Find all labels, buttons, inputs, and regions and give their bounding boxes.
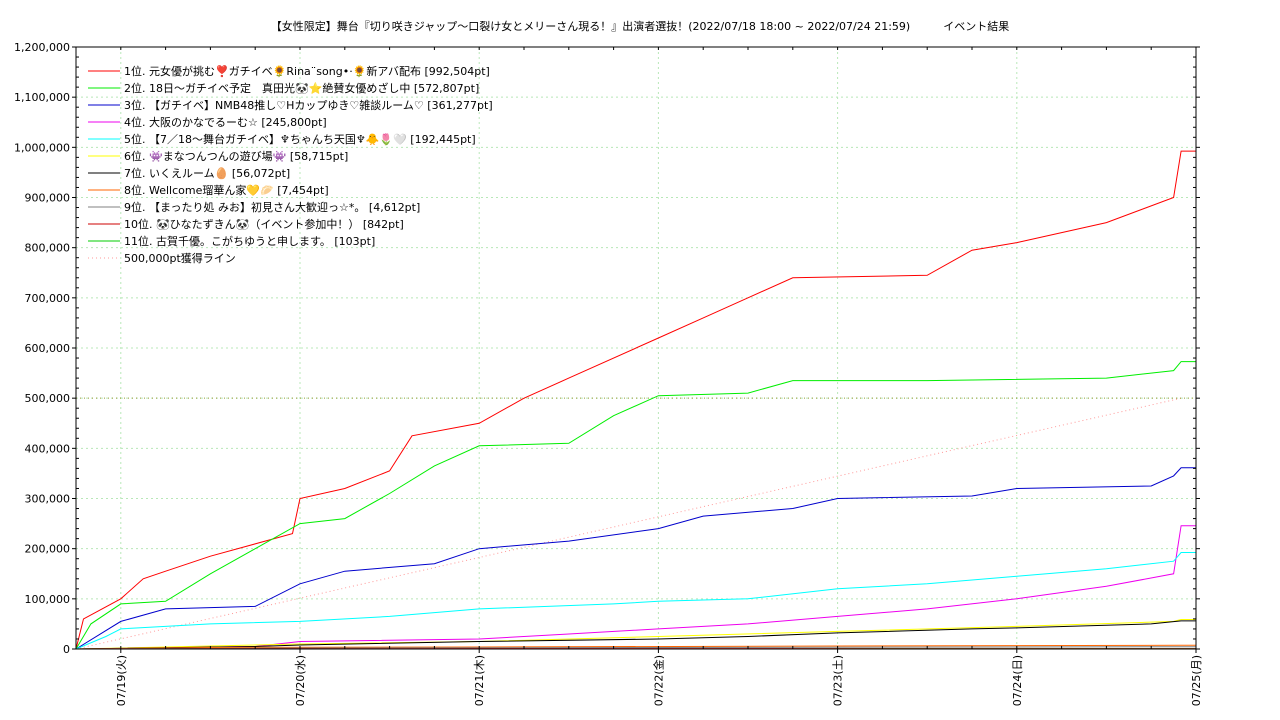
legend-label: 10位. 🐼ひなたずきん🐼（イベント参加中！） [842pt] xyxy=(124,217,404,231)
series-line-1 xyxy=(75,150,1196,650)
y-axis: 0 100,000 200,000 300,000 400,000 500,000 600,… xyxy=(14,41,1200,656)
series-line-5 xyxy=(75,552,1196,650)
x-tick-label: 07/24(日) xyxy=(1011,655,1024,706)
y-tick-label: 1,100,000 xyxy=(14,91,70,104)
y-tick-label: 700,000 xyxy=(25,292,71,305)
legend-label: 11位. 古賀千優。こがちゆうと申します。 [103pt] xyxy=(124,234,375,248)
x-tick-label: 07/19(火) xyxy=(115,655,128,706)
legend-label: 5位. 【7／18〜舞台ガチイベ】♆ちゃんち天国♆🐥🌷🤍 [192,445pt] xyxy=(124,132,476,146)
series-line-6 xyxy=(75,619,1196,650)
y-tick-label: 1,000,000 xyxy=(14,141,70,154)
y-tick-label: 600,000 xyxy=(25,342,71,355)
x-tick-label: 07/23(土) xyxy=(832,655,845,706)
series-line-2 xyxy=(75,361,1196,650)
series-line-4 xyxy=(75,525,1196,650)
legend-label: 6位. 👾まなつんつんの遊び場👾 [58,715pt] xyxy=(124,149,348,163)
y-tick-label: 200,000 xyxy=(25,543,71,556)
legend-label: 1位. 元女優が挑む❣️ガチイベ🌻Rina¨song•·🌻新アバ配布 [992,… xyxy=(124,64,490,78)
x-tick-label: 07/22(金) xyxy=(651,655,665,706)
legend-label: 500,000pt獲得ライン xyxy=(124,252,236,265)
legend: 1位. 元女優が挑む❣️ガチイベ🌻Rina¨song•·🌻新アバ配布 [992,… xyxy=(88,64,493,265)
legend-label: 3位. 【ガチイベ】NMB48推し♡Hカップゆき♡雑談ルーム♡ [361,277… xyxy=(124,98,493,112)
reference-line-500000 xyxy=(75,397,1182,650)
y-tick-label: 100,000 xyxy=(25,593,71,606)
legend-label: 8位. Wellcome瑠華ん家💛🥟 [7,454pt] xyxy=(124,183,329,197)
x-tick-label: 07/25(月) xyxy=(1190,655,1203,706)
series-lines xyxy=(75,150,1196,650)
legend-label: 7位. いくえルーム🥚 [56,072pt] xyxy=(124,166,290,180)
legend-label: 9位. 【まったり処 みお】初見さん大歓迎っ☆*。 [4,612pt] xyxy=(124,200,420,214)
series-line-7 xyxy=(75,620,1196,650)
reference-lines xyxy=(75,397,1196,650)
legend-label: 4位. 大阪のかなでるーむ☆ [245,800pt] xyxy=(124,115,327,129)
x-tick-label: 07/20(水) xyxy=(294,655,307,706)
y-tick-label: 300,000 xyxy=(25,493,71,506)
y-tick-label: 0 xyxy=(63,643,70,656)
y-tick-label: 400,000 xyxy=(25,442,71,455)
y-tick-label: 800,000 xyxy=(25,242,71,255)
x-axis: 07/19(火) 07/20(水) 07/21(木) 07/22(金) 07/23(土)… xyxy=(75,47,1203,706)
series-line-3 xyxy=(75,467,1196,650)
chart-title: 【女性限定】舞台『切り咲きジャップ〜口裂け女とメリーさん現る！』出演者選抜！(2… xyxy=(270,20,1010,33)
y-tick-label: 900,000 xyxy=(25,192,71,205)
y-tick-label: 500,000 xyxy=(25,392,71,405)
legend-label: 2位. 18日〜ガチイベ予定 真田光🐼⭐絶賛女優めざし中 [572,807pt] xyxy=(124,81,479,95)
x-tick-label: 07/21(木) xyxy=(473,655,486,706)
y-tick-label: 1,200,000 xyxy=(14,41,70,54)
